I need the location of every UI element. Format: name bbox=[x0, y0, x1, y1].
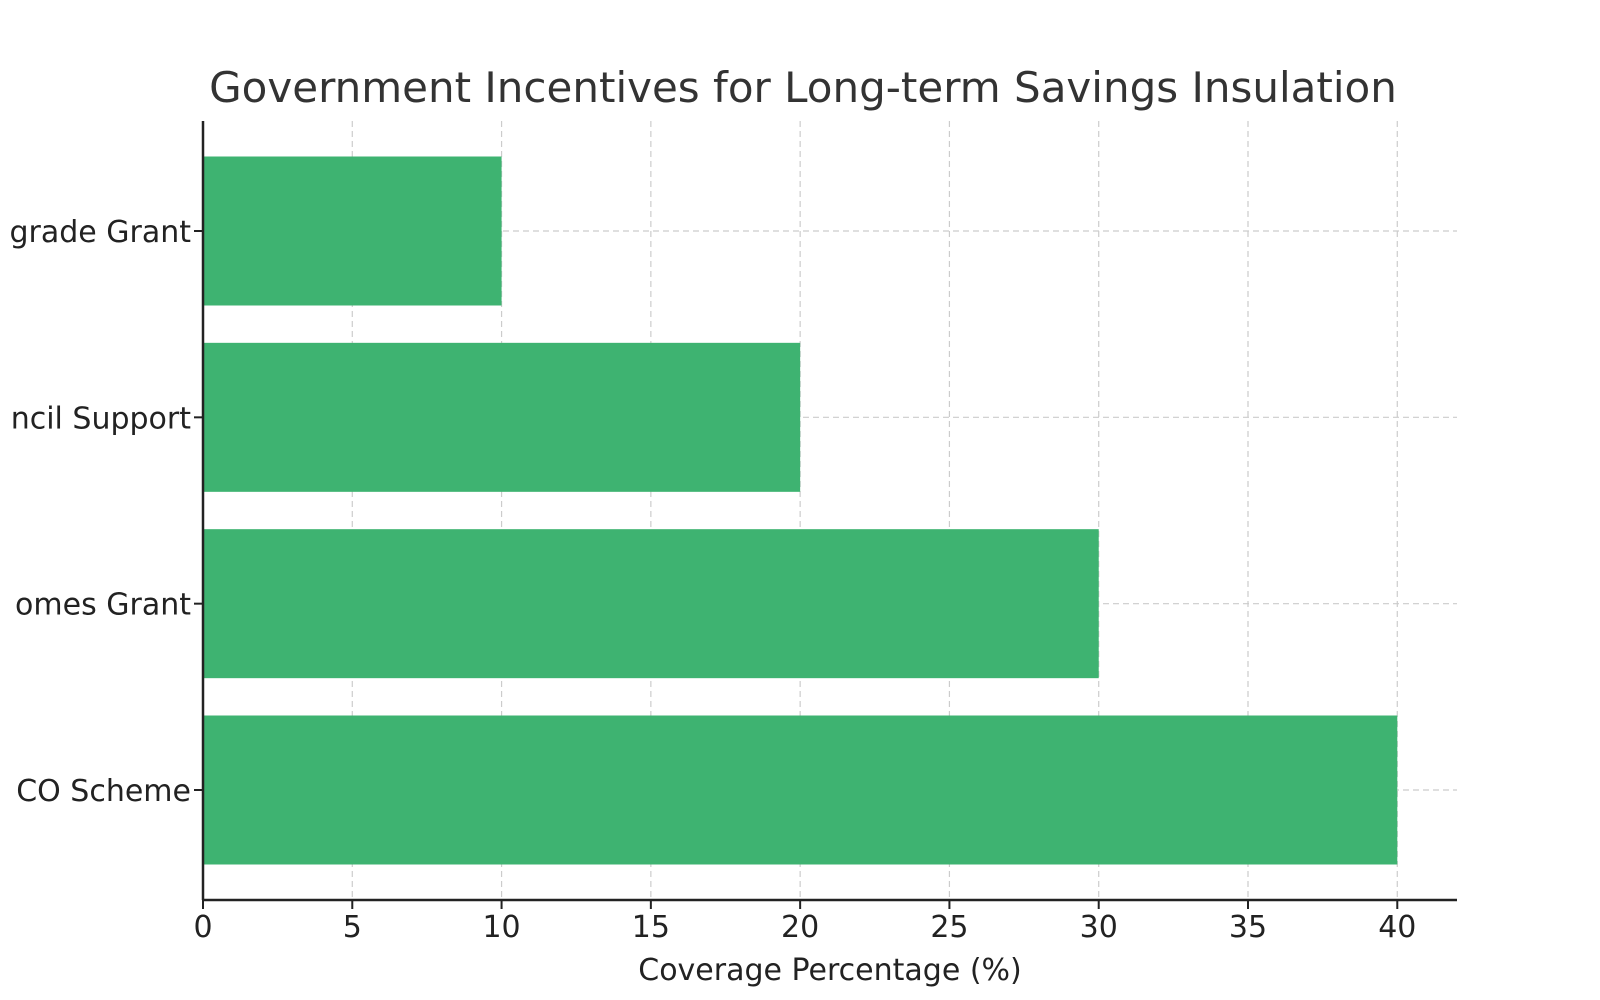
y-ticks: CO Scheme omes Grant ncil Support grade Gra… bbox=[9, 215, 203, 809]
bar bbox=[203, 342, 801, 492]
x-tick-label: 25 bbox=[930, 910, 968, 945]
y-tick-label: ncil Support bbox=[11, 401, 192, 436]
bar bbox=[203, 156, 502, 306]
bars bbox=[203, 156, 1398, 865]
x-tick-label: 20 bbox=[781, 910, 819, 945]
x-tick-label: 5 bbox=[343, 910, 362, 945]
x-tick-label: 40 bbox=[1378, 910, 1416, 945]
x-ticks: 0 5 10 15 20 25 30 35 40 bbox=[193, 900, 1416, 945]
x-tick-label: 30 bbox=[1080, 910, 1118, 945]
bar bbox=[203, 715, 1398, 865]
y-tick-label: grade Grant bbox=[9, 215, 191, 250]
bar bbox=[203, 529, 1099, 679]
y-tick-label: CO Scheme bbox=[16, 774, 191, 809]
x-tick-label: 10 bbox=[482, 910, 520, 945]
x-tick-label: 0 bbox=[193, 910, 212, 945]
x-axis-label: Coverage Percentage (%) bbox=[638, 953, 1021, 988]
x-tick-label: 35 bbox=[1229, 910, 1267, 945]
chart-title: Government Incentives for Long-term Savi… bbox=[209, 63, 1397, 112]
x-tick-label: 15 bbox=[632, 910, 670, 945]
y-tick-label: omes Grant bbox=[15, 588, 191, 623]
